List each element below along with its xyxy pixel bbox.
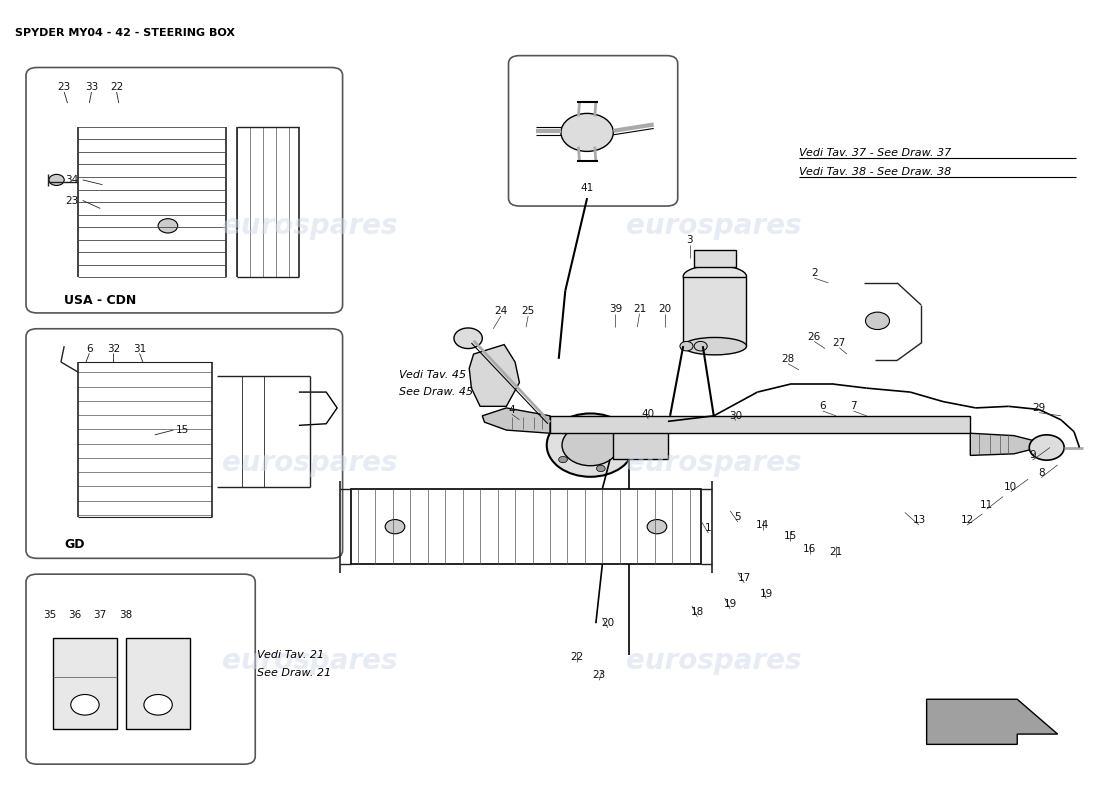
Text: 6: 6 — [86, 343, 92, 354]
Circle shape — [562, 425, 619, 466]
Circle shape — [144, 694, 173, 715]
Text: eurospares: eurospares — [626, 647, 802, 675]
Circle shape — [547, 414, 634, 477]
Text: 23: 23 — [65, 195, 78, 206]
Bar — [694, 250, 736, 267]
Circle shape — [561, 114, 614, 151]
Ellipse shape — [683, 338, 747, 355]
Circle shape — [385, 519, 405, 534]
Text: 15: 15 — [783, 531, 796, 541]
Text: 12: 12 — [960, 515, 974, 526]
Text: 11: 11 — [980, 499, 993, 510]
Text: eurospares: eurospares — [222, 647, 397, 675]
Circle shape — [596, 418, 605, 425]
Circle shape — [866, 312, 890, 330]
Text: 17: 17 — [738, 573, 751, 583]
Text: 38: 38 — [119, 610, 132, 620]
Text: USA - CDN: USA - CDN — [64, 294, 136, 306]
Text: 8: 8 — [1038, 468, 1045, 478]
Text: 19: 19 — [724, 599, 737, 610]
Text: 33: 33 — [85, 82, 98, 92]
Polygon shape — [970, 434, 1040, 455]
Text: 22: 22 — [110, 82, 123, 92]
Text: 13: 13 — [912, 515, 925, 526]
Text: See Draw. 45: See Draw. 45 — [399, 387, 473, 397]
Text: eurospares: eurospares — [222, 450, 397, 478]
Bar — [683, 277, 747, 346]
Bar — [126, 638, 189, 729]
Bar — [550, 416, 970, 434]
Text: 35: 35 — [43, 610, 56, 620]
Text: 22: 22 — [571, 652, 584, 662]
Text: 41: 41 — [581, 183, 594, 193]
Circle shape — [158, 218, 178, 233]
Text: 15: 15 — [176, 425, 189, 435]
Text: 32: 32 — [107, 343, 120, 354]
Text: 2: 2 — [811, 268, 817, 278]
Circle shape — [1030, 435, 1064, 460]
Text: 34: 34 — [65, 175, 78, 185]
Text: 5: 5 — [735, 512, 741, 522]
Text: Vedi Tav. 21: Vedi Tav. 21 — [257, 650, 324, 660]
Circle shape — [559, 427, 568, 434]
Text: 26: 26 — [807, 332, 821, 342]
Text: See Draw. 21: See Draw. 21 — [257, 668, 331, 678]
Text: eurospares: eurospares — [626, 212, 802, 240]
Circle shape — [620, 442, 628, 448]
Text: eurospares: eurospares — [222, 212, 397, 240]
Text: Vedi Tav. 45: Vedi Tav. 45 — [399, 370, 466, 380]
Text: 24: 24 — [494, 306, 507, 316]
Polygon shape — [470, 345, 519, 406]
Text: 19: 19 — [759, 589, 773, 599]
Circle shape — [559, 456, 568, 462]
Text: eurospares: eurospares — [626, 450, 802, 478]
Bar — [53, 638, 117, 729]
Text: 7: 7 — [850, 402, 857, 411]
Polygon shape — [482, 408, 550, 434]
Text: 18: 18 — [691, 607, 704, 617]
Circle shape — [454, 328, 482, 349]
Circle shape — [694, 342, 707, 351]
Text: 21: 21 — [829, 547, 843, 557]
Text: 23: 23 — [57, 82, 70, 92]
Text: 4: 4 — [508, 405, 515, 414]
Text: 23: 23 — [593, 670, 606, 681]
Circle shape — [48, 174, 64, 186]
Text: 40: 40 — [641, 410, 654, 419]
Text: 31: 31 — [133, 343, 146, 354]
Bar — [614, 422, 668, 459]
Text: 14: 14 — [756, 520, 770, 530]
Text: 6: 6 — [820, 402, 826, 411]
Text: 21: 21 — [632, 304, 646, 314]
Text: 30: 30 — [729, 411, 743, 421]
Text: 20: 20 — [602, 618, 615, 628]
Text: 1: 1 — [705, 523, 712, 534]
Text: 28: 28 — [781, 354, 794, 364]
Text: 37: 37 — [94, 610, 107, 620]
Text: 27: 27 — [833, 338, 846, 348]
Ellipse shape — [683, 266, 747, 287]
Text: 10: 10 — [1004, 482, 1018, 492]
Text: 16: 16 — [803, 544, 816, 554]
Circle shape — [680, 342, 693, 351]
Text: 29: 29 — [1033, 403, 1046, 413]
Text: Vedi Tav. 38 - See Draw. 38: Vedi Tav. 38 - See Draw. 38 — [799, 167, 952, 177]
Text: 39: 39 — [609, 304, 623, 314]
Text: 36: 36 — [68, 610, 81, 620]
Text: 3: 3 — [686, 235, 693, 245]
Text: Vedi Tav. 37 - See Draw. 37: Vedi Tav. 37 - See Draw. 37 — [799, 148, 952, 158]
Text: SPYDER MY04 - 42 - STEERING BOX: SPYDER MY04 - 42 - STEERING BOX — [15, 28, 235, 38]
Circle shape — [647, 519, 667, 534]
Polygon shape — [926, 699, 1057, 744]
Text: 20: 20 — [658, 304, 671, 314]
Text: GD: GD — [64, 538, 85, 550]
Text: 25: 25 — [521, 306, 535, 316]
Text: 9: 9 — [1030, 450, 1036, 461]
Circle shape — [596, 466, 605, 472]
Circle shape — [70, 694, 99, 715]
